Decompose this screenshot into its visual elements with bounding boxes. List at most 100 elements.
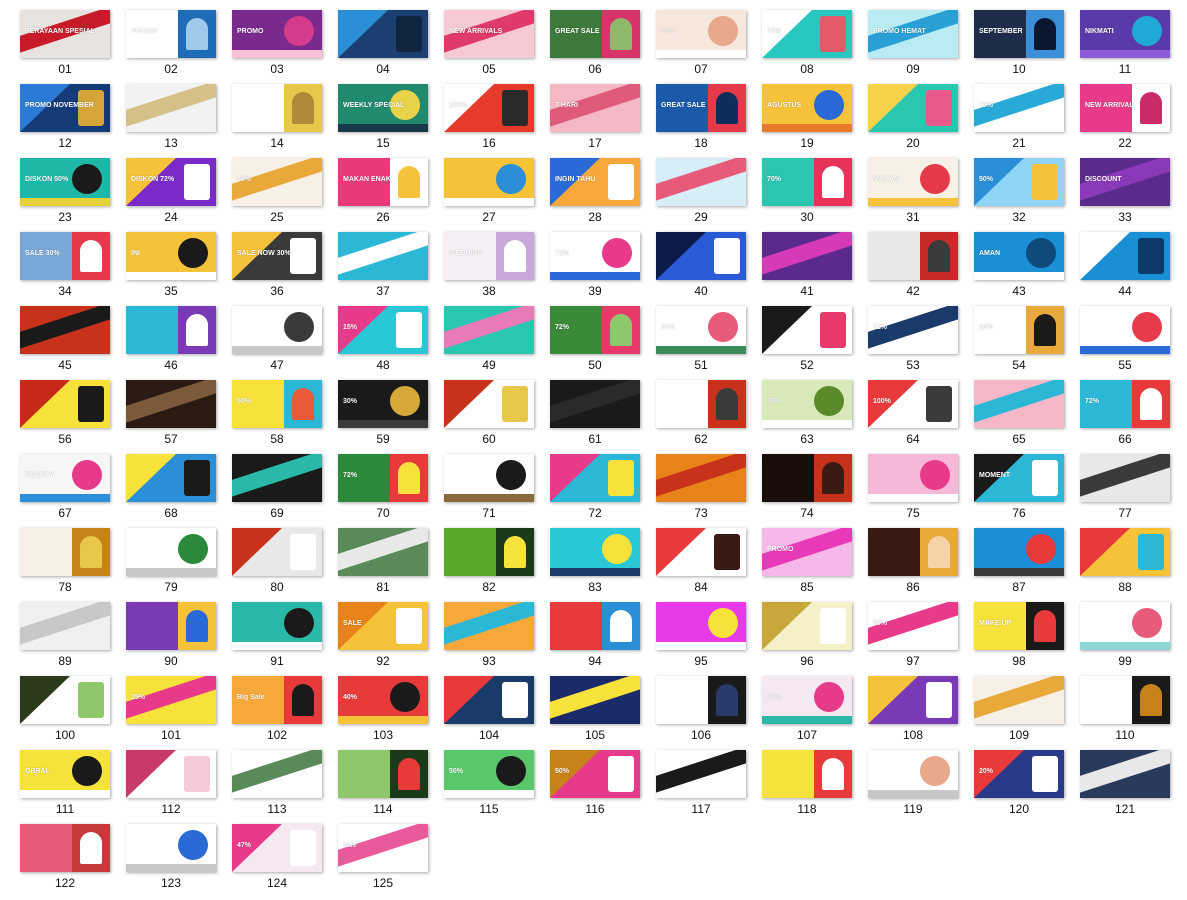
thumbnail-item[interactable]: NEW ARRIVALS 05 (430, 0, 536, 76)
thumbnail-image[interactable] (126, 454, 216, 502)
thumbnail-item[interactable]: INI 35 (112, 222, 218, 298)
thumbnail-item[interactable]: 72% 39 (536, 222, 642, 298)
thumbnail-item[interactable]: 20% 120 (960, 740, 1066, 816)
thumbnail-item[interactable]: 83 (536, 518, 642, 594)
thumbnail-image[interactable] (126, 306, 216, 354)
thumbnail-item[interactable]: 47% 124 (218, 814, 324, 890)
thumbnail-item[interactable]: 121 (1066, 740, 1172, 816)
thumbnail-item[interactable]: 50% 32 (960, 148, 1066, 224)
thumbnail-image[interactable] (338, 10, 428, 58)
thumbnail-item[interactable]: 113 (218, 740, 324, 816)
thumbnail-image[interactable]: 7 HARI (550, 84, 640, 132)
thumbnail-item[interactable]: 74 (748, 444, 854, 520)
thumbnail-image[interactable]: 40% (338, 676, 428, 724)
thumbnail-image[interactable]: WEDDING (444, 232, 534, 280)
thumbnail-item[interactable]: 65 (960, 370, 1066, 446)
thumbnail-image[interactable] (338, 528, 428, 576)
thumbnail-image[interactable] (762, 750, 852, 798)
thumbnail-item[interactable]: 20 (854, 74, 960, 150)
thumbnail-image[interactable]: 72% (868, 306, 958, 354)
thumbnail-image[interactable]: 50% (762, 676, 852, 724)
thumbnail-item[interactable]: DISCOUNT 33 (1066, 148, 1172, 224)
thumbnail-image[interactable] (20, 380, 110, 428)
thumbnail-image[interactable] (550, 454, 640, 502)
thumbnail-image[interactable]: PROMO (762, 528, 852, 576)
thumbnail-image[interactable]: 72% (550, 306, 640, 354)
thumbnail-image[interactable] (868, 676, 958, 724)
thumbnail-item[interactable]: 72% 66 (1066, 370, 1172, 446)
thumbnail-item[interactable]: 30% 07 (642, 0, 748, 76)
thumbnail-image[interactable] (550, 676, 640, 724)
thumbnail-image[interactable]: DISKON 72% (126, 158, 216, 206)
thumbnail-item[interactable]: DISKON 72% 24 (112, 148, 218, 224)
thumbnail-image[interactable] (126, 824, 216, 872)
thumbnail-item[interactable]: 110 (1066, 666, 1172, 742)
thumbnail-item[interactable]: 57 (112, 370, 218, 446)
thumbnail-item[interactable]: 75 (854, 444, 960, 520)
thumbnail-item[interactable]: 105 (536, 666, 642, 742)
thumbnail-image[interactable]: NEW ARRIVAL (1080, 84, 1170, 132)
thumbnail-item[interactable]: sale 125 (324, 814, 430, 890)
thumbnail-item[interactable]: GREAT SALE 18 (642, 74, 748, 150)
thumbnail-image[interactable]: WEEKLY SPECIAL (338, 84, 428, 132)
thumbnail-image[interactable] (20, 602, 110, 650)
thumbnail-item[interactable]: Big Sale 102 (218, 666, 324, 742)
thumbnail-item[interactable]: 78 (6, 518, 112, 594)
thumbnail-image[interactable] (20, 528, 110, 576)
thumbnail-image[interactable] (126, 84, 216, 132)
thumbnail-image[interactable] (550, 380, 640, 428)
thumbnail-item[interactable]: 106 (642, 666, 748, 742)
thumbnail-item[interactable]: MAKAN 31 (854, 148, 960, 224)
thumbnail-image[interactable]: 72% (550, 232, 640, 280)
thumbnail-image[interactable]: 30% (656, 10, 746, 58)
thumbnail-image[interactable]: PROMO (126, 10, 216, 58)
thumbnail-image[interactable] (656, 158, 746, 206)
thumbnail-image[interactable]: MAKE UP (974, 602, 1064, 650)
thumbnail-image[interactable] (550, 528, 640, 576)
thumbnail-image[interactable] (868, 84, 958, 132)
thumbnail-image[interactable]: 15% (338, 306, 428, 354)
thumbnail-item[interactable]: 69 (218, 444, 324, 520)
thumbnail-item[interactable]: 89 (6, 592, 112, 668)
thumbnail-image[interactable] (126, 602, 216, 650)
thumbnail-image[interactable]: MAKAN (868, 158, 958, 206)
thumbnail-image[interactable]: DISKON 50% (20, 158, 110, 206)
thumbnail-item[interactable]: 50% 115 (430, 740, 536, 816)
thumbnail-item[interactable]: DISKON 50% 23 (6, 148, 112, 224)
thumbnail-image[interactable] (762, 454, 852, 502)
thumbnail-item[interactable]: 29 (642, 148, 748, 224)
thumbnail-image[interactable] (444, 528, 534, 576)
thumbnail-image[interactable]: 72% (1080, 380, 1170, 428)
thumbnail-item[interactable]: 44 (1066, 222, 1172, 298)
thumbnail-item[interactable]: AGUSTUS 19 (748, 74, 854, 150)
thumbnail-item[interactable]: NIKMATI 11 (1066, 0, 1172, 76)
thumbnail-item[interactable]: PERAYAAN SPESIAL 01 (6, 0, 112, 76)
thumbnail-item[interactable]: 55 (1066, 296, 1172, 372)
thumbnail-image[interactable] (656, 676, 746, 724)
thumbnail-image[interactable] (656, 750, 746, 798)
thumbnail-image[interactable] (1080, 750, 1170, 798)
thumbnail-image[interactable] (974, 528, 1064, 576)
thumbnail-image[interactable]: MAKAN ENAK (338, 158, 428, 206)
thumbnail-item[interactable]: 100 (6, 666, 112, 742)
thumbnail-image[interactable]: SALE (338, 602, 428, 650)
thumbnail-item[interactable]: 68 (112, 444, 218, 520)
thumbnail-item[interactable]: 82 (430, 518, 536, 594)
thumbnail-image[interactable] (126, 750, 216, 798)
thumbnail-item[interactable]: GREAT SALE 06 (536, 0, 642, 76)
thumbnail-item[interactable]: AMAN 43 (960, 222, 1066, 298)
thumbnail-item[interactable]: BEAUTY 67 (6, 444, 112, 520)
thumbnail-image[interactable] (444, 380, 534, 428)
thumbnail-image[interactable]: 100% (444, 84, 534, 132)
thumbnail-image[interactable]: GREAT SALE (550, 10, 640, 58)
thumbnail-item[interactable]: MOMENT 76 (960, 444, 1066, 520)
thumbnail-image[interactable] (126, 528, 216, 576)
thumbnail-item[interactable]: 70% 30 (748, 148, 854, 224)
thumbnail-image[interactable] (444, 158, 534, 206)
thumbnail-image[interactable]: 20% (656, 306, 746, 354)
thumbnail-image[interactable]: OBRAL (20, 750, 110, 798)
thumbnail-item[interactable]: 52 (748, 296, 854, 372)
thumbnail-image[interactable]: 25% (126, 676, 216, 724)
thumbnail-item[interactable]: 41 (748, 222, 854, 298)
thumbnail-image[interactable] (338, 750, 428, 798)
